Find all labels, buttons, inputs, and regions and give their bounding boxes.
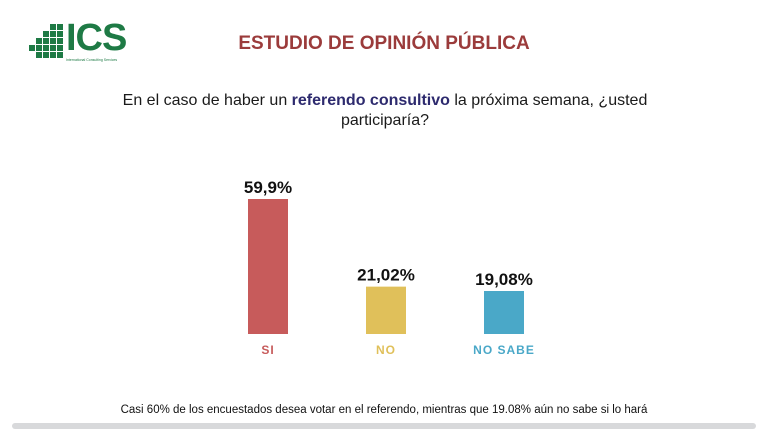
survey-question: En el caso de haber un referendo consult… xyxy=(100,91,670,131)
data-label: 21,02% xyxy=(357,266,415,285)
data-label: 19,08% xyxy=(475,270,533,289)
data-label: 59,9% xyxy=(244,178,292,197)
bar-si xyxy=(248,199,288,334)
category-label: NO xyxy=(376,343,396,357)
question-text-before: En el caso de haber un xyxy=(122,92,292,109)
horizontal-scrollbar[interactable] xyxy=(12,423,756,429)
question-highlight: referendo consultivo xyxy=(291,92,450,109)
category-label: SI xyxy=(261,343,274,357)
page-title: ESTUDIO DE OPINIÓN PÚBLICA xyxy=(238,33,530,54)
question-text-after: la próxima semana, ¿usted participaría? xyxy=(340,92,648,129)
footnote: Casi 60% de los encuestados desea votar … xyxy=(120,404,648,416)
logo-text: ICS xyxy=(66,17,127,59)
bar-no-sabe xyxy=(484,290,524,334)
bar-no xyxy=(366,286,406,334)
category-label: NO SABE xyxy=(473,343,535,357)
logo-subtitle: International Consulting Services xyxy=(66,58,118,62)
building-cubes-icon xyxy=(29,24,63,58)
ics-logo: ICS International Consulting Services xyxy=(28,17,127,66)
